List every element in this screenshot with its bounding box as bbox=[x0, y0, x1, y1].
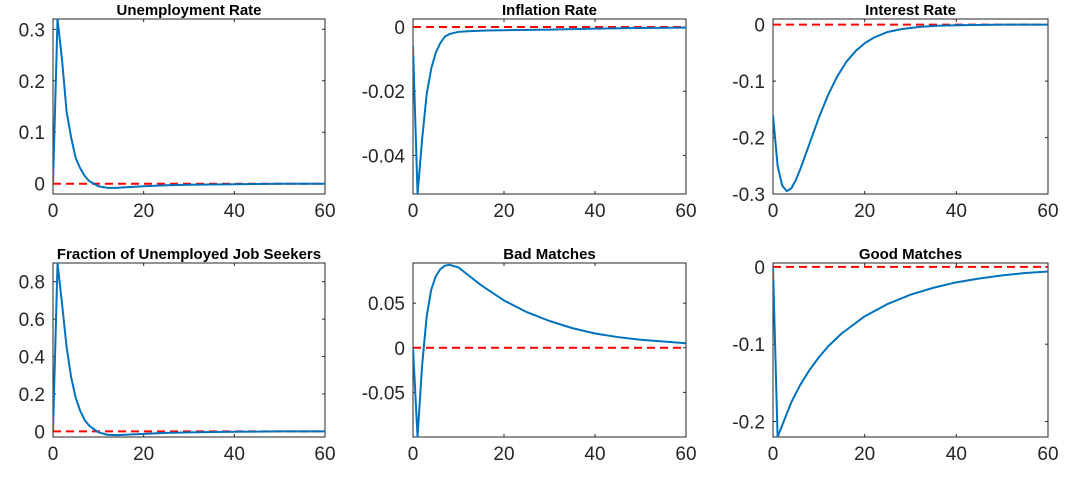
panel-6-ytick-label: -0.1 bbox=[732, 335, 765, 356]
panel-6-xtick-label: 40 bbox=[946, 444, 967, 465]
panel-6-ytick-label: 0 bbox=[754, 258, 765, 279]
panel-2-xtick-label: 60 bbox=[675, 201, 696, 222]
panel-6: Good Matches 0 20 40 60 -0.2 -0.1 0 bbox=[732, 246, 1058, 465]
panel-3-response-line bbox=[773, 23, 1048, 193]
panel-3-ytick-label: 0 bbox=[754, 16, 765, 37]
panel-3-xtick-label: 20 bbox=[854, 201, 875, 222]
panel-4-xtick-label: 40 bbox=[224, 444, 245, 465]
panel-2-ytick-label: 0 bbox=[394, 18, 405, 39]
panel-4-xtick-label: 60 bbox=[314, 444, 335, 465]
panel-4-ytick-label: 0 bbox=[34, 422, 45, 443]
panel-2-ytick-label: -0.02 bbox=[362, 82, 405, 103]
panel-2-xtick-label: 0 bbox=[408, 201, 419, 222]
panel-2-xtick-label: 40 bbox=[584, 201, 605, 222]
panel-5-axes-box bbox=[412, 262, 687, 438]
panel-2: Inflation Rate 0 20 40 60 -0.04 -0.02 0 bbox=[362, 2, 697, 222]
panel-1-xtick-label: 0 bbox=[48, 201, 59, 222]
panel-1-xtick-label: 40 bbox=[224, 201, 245, 222]
panel-4: Fraction of Unemployed Job Seekers 0 20 40 6… bbox=[19, 246, 336, 465]
panel-2-title: Inflation Rate bbox=[502, 2, 597, 19]
panel-3-xtick-label: 40 bbox=[946, 201, 967, 222]
panel-4-ytick-label: 0.8 bbox=[19, 273, 45, 294]
panel-3-title: Interest Rate bbox=[865, 2, 956, 19]
panel-4-xtick-label: 20 bbox=[133, 444, 154, 465]
panel-1-ytick-label: 0 bbox=[34, 175, 45, 196]
panel-4-response-line bbox=[53, 263, 325, 437]
panel-3-ytick-label: -0.3 bbox=[732, 185, 765, 206]
panel-4-axes-box bbox=[52, 262, 326, 438]
panel-6-xtick-label: 20 bbox=[854, 444, 875, 465]
panel-5-ytick-label: 0.05 bbox=[368, 294, 405, 315]
panel-6-ytick-label: -0.2 bbox=[732, 413, 765, 434]
panel-2-response-line bbox=[413, 26, 686, 194]
panel-4-title: Fraction of Unemployed Job Seekers bbox=[57, 246, 321, 263]
panel-3-ytick-label: -0.1 bbox=[732, 72, 765, 93]
panel-5-ytick-label: 0 bbox=[394, 339, 405, 360]
panel-5: Bad Matches 0 20 40 60 -0.05 0 0.05 bbox=[362, 246, 697, 465]
panel-5-title: Bad Matches bbox=[503, 246, 596, 263]
panel-5-xtick-label: 20 bbox=[493, 444, 514, 465]
panel-5-ytick-label: -0.05 bbox=[362, 383, 405, 404]
panel-3-axes-box bbox=[772, 18, 1049, 195]
panel-1-xtick-label: 20 bbox=[133, 201, 154, 222]
panel-3-ytick-label: -0.2 bbox=[732, 129, 765, 150]
panel-6-xtick-label: 60 bbox=[1037, 444, 1058, 465]
panel-1-xtick-label: 60 bbox=[314, 201, 335, 222]
panel-3: Interest Rate 0 20 40 60 -0.3 -0.2 -0.1 0 bbox=[732, 2, 1058, 222]
panel-2-ytick-label: -0.04 bbox=[362, 146, 406, 167]
panel-5-xtick-label: 40 bbox=[584, 444, 605, 465]
panel-4-ytick-label: 0.6 bbox=[19, 310, 45, 331]
panel-1-ytick-label: 0.2 bbox=[19, 72, 45, 93]
panel-2-xtick-label: 20 bbox=[493, 201, 514, 222]
panel-1-axes-box bbox=[52, 18, 326, 195]
panel-6-title: Good Matches bbox=[859, 246, 962, 263]
panel-4-ytick-label: 0.2 bbox=[19, 385, 45, 406]
panel-1-ytick-label: 0.3 bbox=[19, 20, 45, 41]
panel-2-axes-box bbox=[412, 18, 687, 195]
panel-4-xtick-label: 0 bbox=[48, 444, 59, 465]
panel-5-xtick-label: 0 bbox=[408, 444, 419, 465]
panel-5-response-line bbox=[413, 263, 686, 437]
panel-6-axes-box bbox=[772, 262, 1049, 438]
panel-4-ytick-label: 0.4 bbox=[19, 348, 46, 369]
panel-6-xtick-label: 0 bbox=[768, 444, 779, 465]
panel-1: Unemployment Rate 0 20 40 60 0 0.1 0.2 0.3 bbox=[19, 2, 336, 222]
panel-5-xtick-label: 60 bbox=[675, 444, 696, 465]
panel-3-xtick-label: 0 bbox=[768, 201, 779, 222]
panel-1-title: Unemployment Rate bbox=[116, 2, 261, 19]
panel-6-response-line bbox=[773, 266, 1048, 437]
panel-1-response-line bbox=[53, 19, 325, 189]
panel-3-xtick-label: 60 bbox=[1037, 201, 1058, 222]
panel-1-ytick-label: 0.1 bbox=[19, 123, 45, 144]
